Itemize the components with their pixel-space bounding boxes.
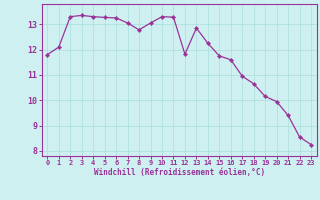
- X-axis label: Windchill (Refroidissement éolien,°C): Windchill (Refroidissement éolien,°C): [94, 168, 265, 177]
